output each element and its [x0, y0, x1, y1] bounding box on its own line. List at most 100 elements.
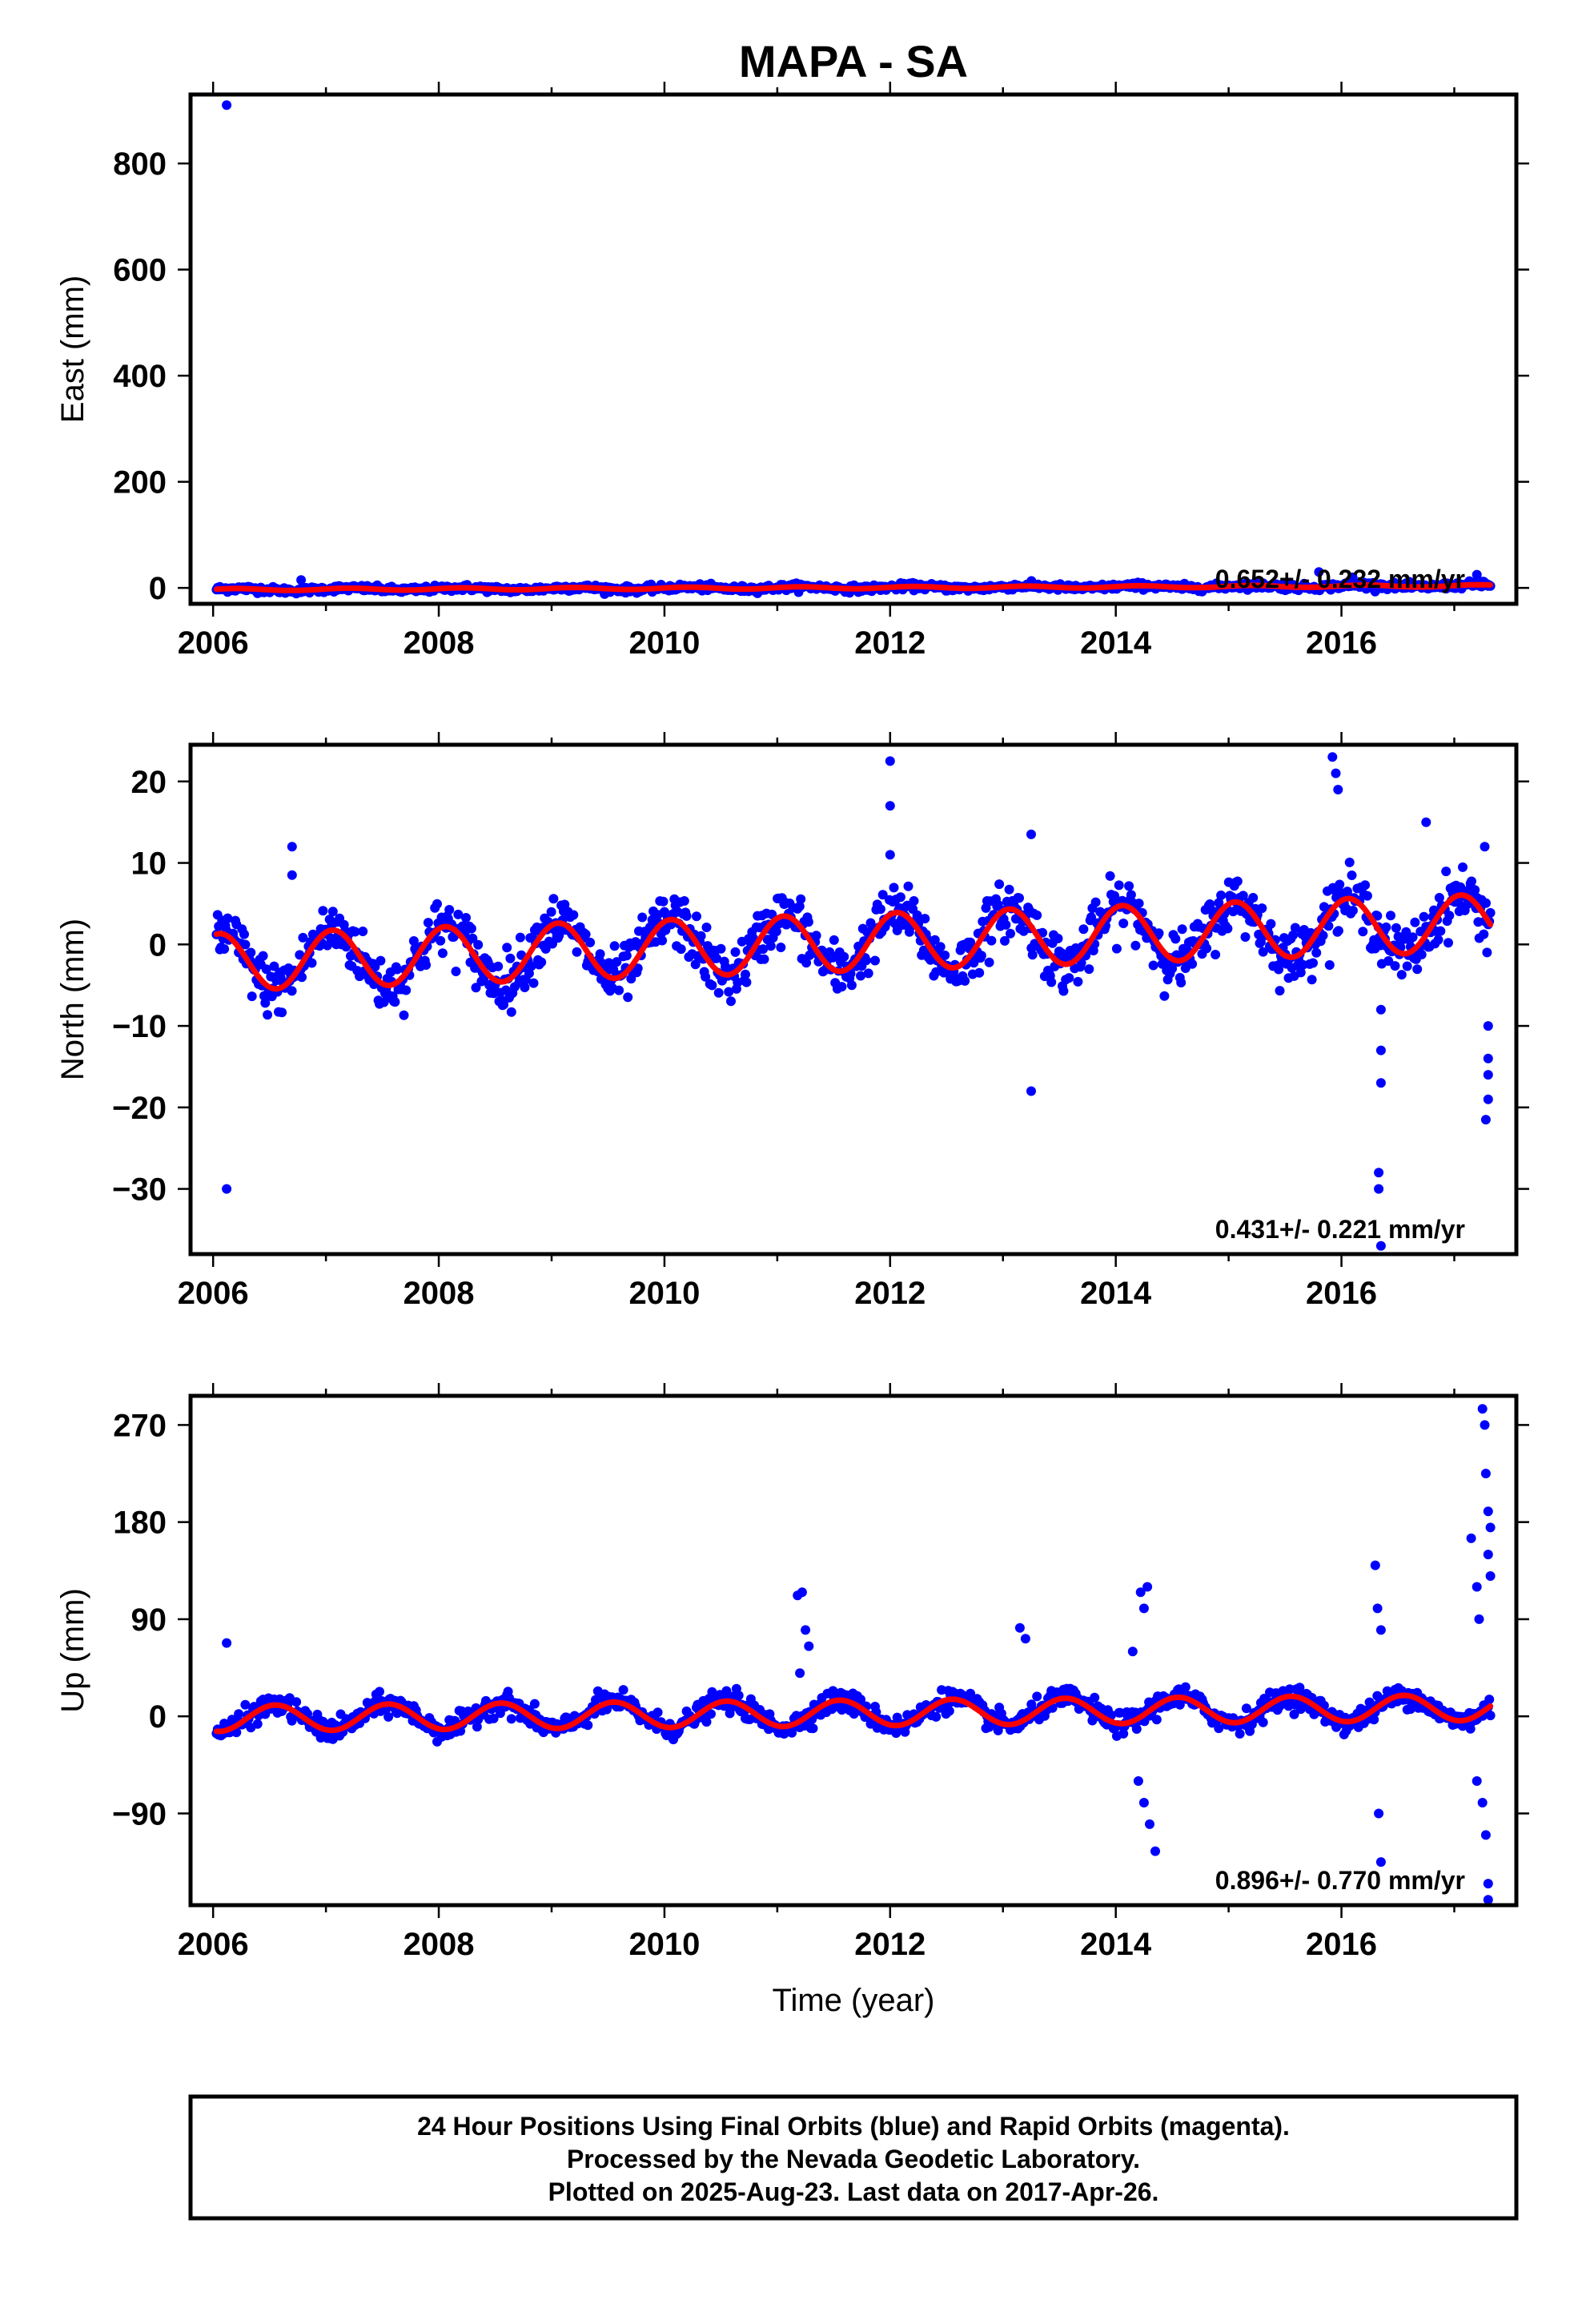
- data-point: [1027, 950, 1038, 960]
- data-point: [1308, 958, 1318, 968]
- data-point: [696, 931, 706, 941]
- data-point: [1058, 986, 1069, 996]
- x-tick-label: 2006: [178, 1927, 249, 1962]
- outlier-point: [1145, 1819, 1154, 1829]
- data-point: [524, 968, 534, 979]
- data-point: [421, 960, 432, 970]
- data-point: [471, 983, 481, 993]
- x-tick-label: 2012: [854, 625, 926, 661]
- outlier-point: [1014, 1622, 1025, 1633]
- y-tick-label: −90: [112, 1796, 167, 1831]
- data-point: [548, 894, 559, 904]
- data-point: [889, 883, 899, 893]
- outlier-point: [1026, 829, 1036, 839]
- data-point: [461, 913, 471, 923]
- data-point: [1401, 927, 1411, 937]
- outlier-point: [1327, 752, 1338, 762]
- up-panel: 2006 2008 2010 2012 2014 2016 −90 0 90 180 270 Up (…: [55, 1383, 1529, 2018]
- x-tick-label: 2012: [854, 1927, 926, 1962]
- y-tick-label: 10: [131, 846, 167, 882]
- north-panel: 2006 2008 2010 2012 2014 2016 −30 −20 −10 0 10 20 No…: [55, 732, 1529, 1311]
- data-point: [247, 991, 257, 1002]
- data-point: [239, 929, 249, 939]
- east-panel: 2006 2008 2010 2012 2014 2016 0 200 400 600 800 Eas…: [55, 82, 1529, 661]
- data-point: [515, 932, 525, 943]
- data-point: [1235, 1729, 1245, 1739]
- data-point: [1118, 1728, 1129, 1739]
- footer-line-3: Plotted on 2025-Aug-23. Last data on 201…: [548, 2177, 1159, 2206]
- data-point: [713, 987, 724, 998]
- outlier-point: [1483, 1895, 1493, 1905]
- x-tick-label: 2006: [178, 1276, 249, 1311]
- data-point: [658, 896, 669, 907]
- outlier-point: [1485, 1571, 1496, 1581]
- data-point: [473, 939, 484, 950]
- data-point: [877, 890, 888, 900]
- data-point: [358, 927, 368, 936]
- data-point: [318, 906, 328, 916]
- x-tick-label: 2010: [628, 1276, 700, 1311]
- data-point: [263, 1010, 273, 1020]
- data-point: [621, 951, 632, 961]
- x-tick-label: 2010: [628, 625, 700, 661]
- data-point: [903, 881, 913, 891]
- y-tick-label: −10: [112, 1009, 167, 1044]
- data-point: [528, 978, 539, 988]
- data-point: [707, 1687, 717, 1697]
- outlier-point: [1466, 1533, 1476, 1543]
- data-point: [234, 1709, 244, 1719]
- data-point: [1307, 975, 1317, 985]
- data-point: [506, 1714, 516, 1724]
- data-point: [940, 950, 950, 960]
- data-point: [724, 987, 734, 997]
- outlier-point: [795, 1668, 805, 1679]
- data-point: [1391, 923, 1401, 933]
- data-point: [1470, 885, 1480, 895]
- data-point: [1124, 881, 1134, 891]
- data-point: [1046, 977, 1057, 987]
- outlier-point: [1133, 1776, 1143, 1786]
- data-point: [240, 1699, 251, 1710]
- data-point: [287, 986, 297, 996]
- data-point: [383, 1711, 394, 1722]
- data-point: [1479, 929, 1489, 939]
- data-point: [468, 933, 478, 943]
- data-point: [1257, 903, 1267, 914]
- data-point: [726, 996, 736, 1007]
- outlier-point: [1374, 1808, 1384, 1819]
- data-point: [1274, 964, 1284, 975]
- data-point: [291, 1697, 302, 1707]
- data-point: [652, 1707, 663, 1718]
- data-point: [327, 907, 338, 917]
- outlier-point: [1370, 1560, 1380, 1570]
- x-tick-label: 2014: [1080, 1276, 1152, 1311]
- data-point: [322, 940, 332, 951]
- data-point: [1333, 926, 1343, 936]
- data-point: [1258, 1717, 1268, 1727]
- data-point: [758, 944, 769, 955]
- x-tick-label: 2016: [1306, 625, 1377, 661]
- data-point: [1180, 1682, 1191, 1692]
- data-point: [909, 896, 919, 906]
- outlier-point: [1138, 1798, 1149, 1807]
- data-point: [701, 923, 712, 932]
- outlier-point: [1150, 1846, 1160, 1856]
- data-point: [423, 918, 433, 928]
- data-point: [614, 985, 624, 995]
- data-point: [846, 980, 857, 991]
- data-point: [895, 892, 905, 903]
- outlier-point: [222, 100, 232, 111]
- data-point: [1105, 870, 1115, 881]
- y-tick-label: 20: [131, 765, 167, 800]
- outlier-point: [1480, 1420, 1490, 1430]
- north-points: [211, 752, 1496, 1251]
- data-point: [1014, 893, 1024, 903]
- data-point: [526, 961, 536, 971]
- outlier-point: [1472, 1776, 1482, 1786]
- outlier-point: [804, 1641, 814, 1651]
- data-point: [1111, 943, 1122, 954]
- data-point: [520, 983, 530, 992]
- outlier-point: [1020, 1634, 1030, 1644]
- data-point: [1481, 898, 1491, 908]
- data-point: [1073, 976, 1083, 987]
